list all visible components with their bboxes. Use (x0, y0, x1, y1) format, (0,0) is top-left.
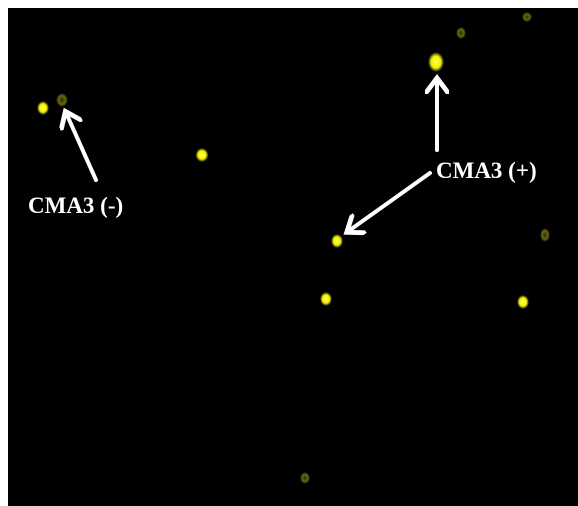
cell (540, 228, 550, 242)
cell (331, 234, 343, 248)
cell (320, 292, 332, 306)
cell (517, 295, 529, 309)
cell (456, 27, 466, 39)
field (8, 8, 578, 506)
page: CMA3 (-) CMA3 (+) (() => { const data = … (0, 0, 578, 506)
label: CMA3 (-) (28, 193, 123, 218)
cell (522, 12, 532, 22)
cell (196, 148, 209, 162)
cell (56, 93, 68, 107)
micrograph: CMA3 (-) CMA3 (+) (0, 0, 578, 506)
label: CMA3 (+) (436, 158, 537, 183)
cell (428, 52, 444, 72)
cell (37, 101, 49, 115)
cell (300, 472, 310, 484)
